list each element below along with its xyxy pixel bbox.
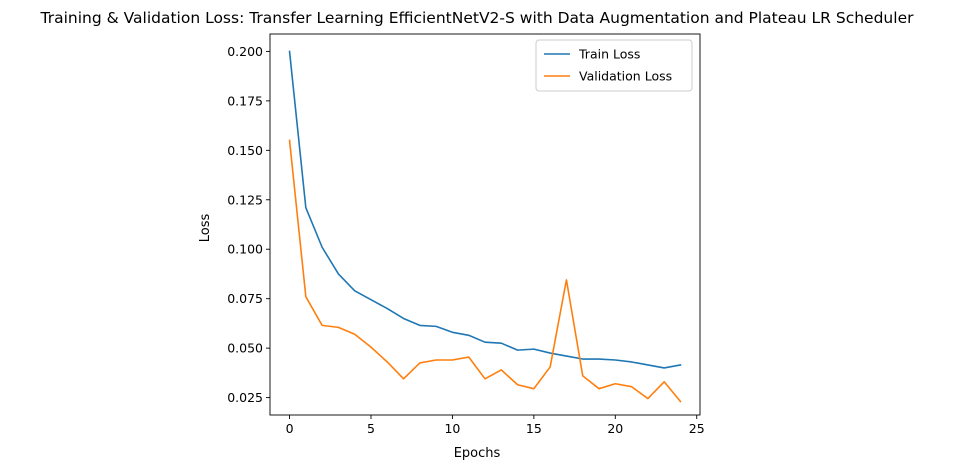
- legend-box: [535, 39, 693, 92]
- x-tick-label: 20: [607, 421, 623, 436]
- y-tick-label: 0.100: [227, 242, 263, 257]
- series-line-validation-loss: [288, 139, 682, 403]
- legend-label-validation-loss: Validation Loss: [579, 69, 672, 84]
- y-tick-label: 0.125: [227, 192, 263, 207]
- y-tick-label: 0.175: [227, 93, 263, 108]
- y-axis-title: Loss: [198, 214, 213, 243]
- x-axis-title: Epochs: [454, 446, 501, 461]
- series-line-train-loss: [288, 50, 682, 369]
- y-tick-label: 0.050: [227, 341, 263, 356]
- x-tick-label: 5: [367, 421, 375, 436]
- y-tick-label: 0.200: [227, 44, 263, 59]
- plot-area: 0 5 10 15 20 25 0.025 0.050 0.075 0.100 0.125 0.150…: [227, 33, 705, 436]
- x-tick-label: 10: [444, 421, 460, 436]
- x-tick-label: 15: [526, 421, 542, 436]
- axes-frame: [269, 33, 701, 416]
- y-tick-label: 0.025: [227, 390, 263, 405]
- x-tick-label: 25: [689, 421, 705, 436]
- legend-label-train-loss: Train Loss: [578, 47, 640, 62]
- y-tick-label: 0.150: [227, 143, 263, 158]
- x-tick-label: 0: [286, 421, 294, 436]
- chart-title: Training & Validation Loss: Transfer Lea…: [40, 9, 915, 27]
- y-tick-label: 0.075: [227, 291, 263, 306]
